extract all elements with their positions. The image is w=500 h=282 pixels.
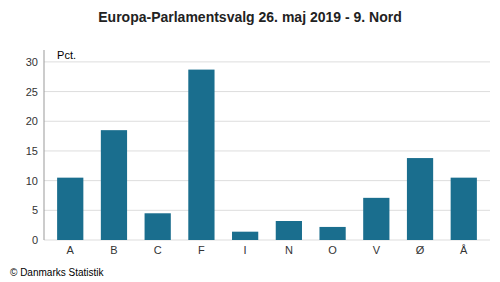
chart-container: Europa-Parlamentsvalg 26. maj 2019 - 9. … xyxy=(0,0,500,282)
x-tick-label: I xyxy=(244,244,247,256)
bar xyxy=(101,130,127,240)
bar xyxy=(276,221,302,240)
x-tick-label: Å xyxy=(460,244,468,256)
bar xyxy=(319,227,345,240)
x-tick-label: A xyxy=(67,244,75,256)
bar xyxy=(145,213,171,240)
y-tick-label: 15 xyxy=(26,145,38,157)
y-tick-label: 5 xyxy=(32,204,38,216)
bar xyxy=(407,158,433,240)
grid-line xyxy=(44,121,490,122)
y-tick-label: 30 xyxy=(26,56,38,68)
grid-line xyxy=(44,91,490,92)
x-tick-label: C xyxy=(154,244,162,256)
bars xyxy=(57,70,477,240)
y-label: Pct. xyxy=(57,49,76,61)
bar xyxy=(363,198,389,240)
grid-line xyxy=(44,61,490,62)
y-tick-label: 20 xyxy=(26,115,38,127)
chart: Europa-Parlamentsvalg 26. maj 2019 - 9. … xyxy=(0,0,500,282)
bar xyxy=(188,70,214,240)
x-tick-label: N xyxy=(285,244,293,256)
y-tick-label: 10 xyxy=(26,175,38,187)
bar xyxy=(57,178,83,240)
x-tick-label: O xyxy=(328,244,337,256)
bar xyxy=(232,232,258,240)
title: Europa-Parlamentsvalg 26. maj 2019 - 9. … xyxy=(98,9,401,25)
y-axis-line xyxy=(44,50,45,240)
grid xyxy=(44,62,490,240)
x-tick-label: V xyxy=(373,244,381,256)
footer: © Danmarks Statistik xyxy=(10,267,105,278)
y-tick-label: 25 xyxy=(26,86,38,98)
y-tick-label: 0 xyxy=(32,234,38,246)
x-tick-label: F xyxy=(198,244,205,256)
bar xyxy=(451,178,477,240)
x-tick-label: Ø xyxy=(416,244,425,256)
x-tick-label: B xyxy=(110,244,117,256)
